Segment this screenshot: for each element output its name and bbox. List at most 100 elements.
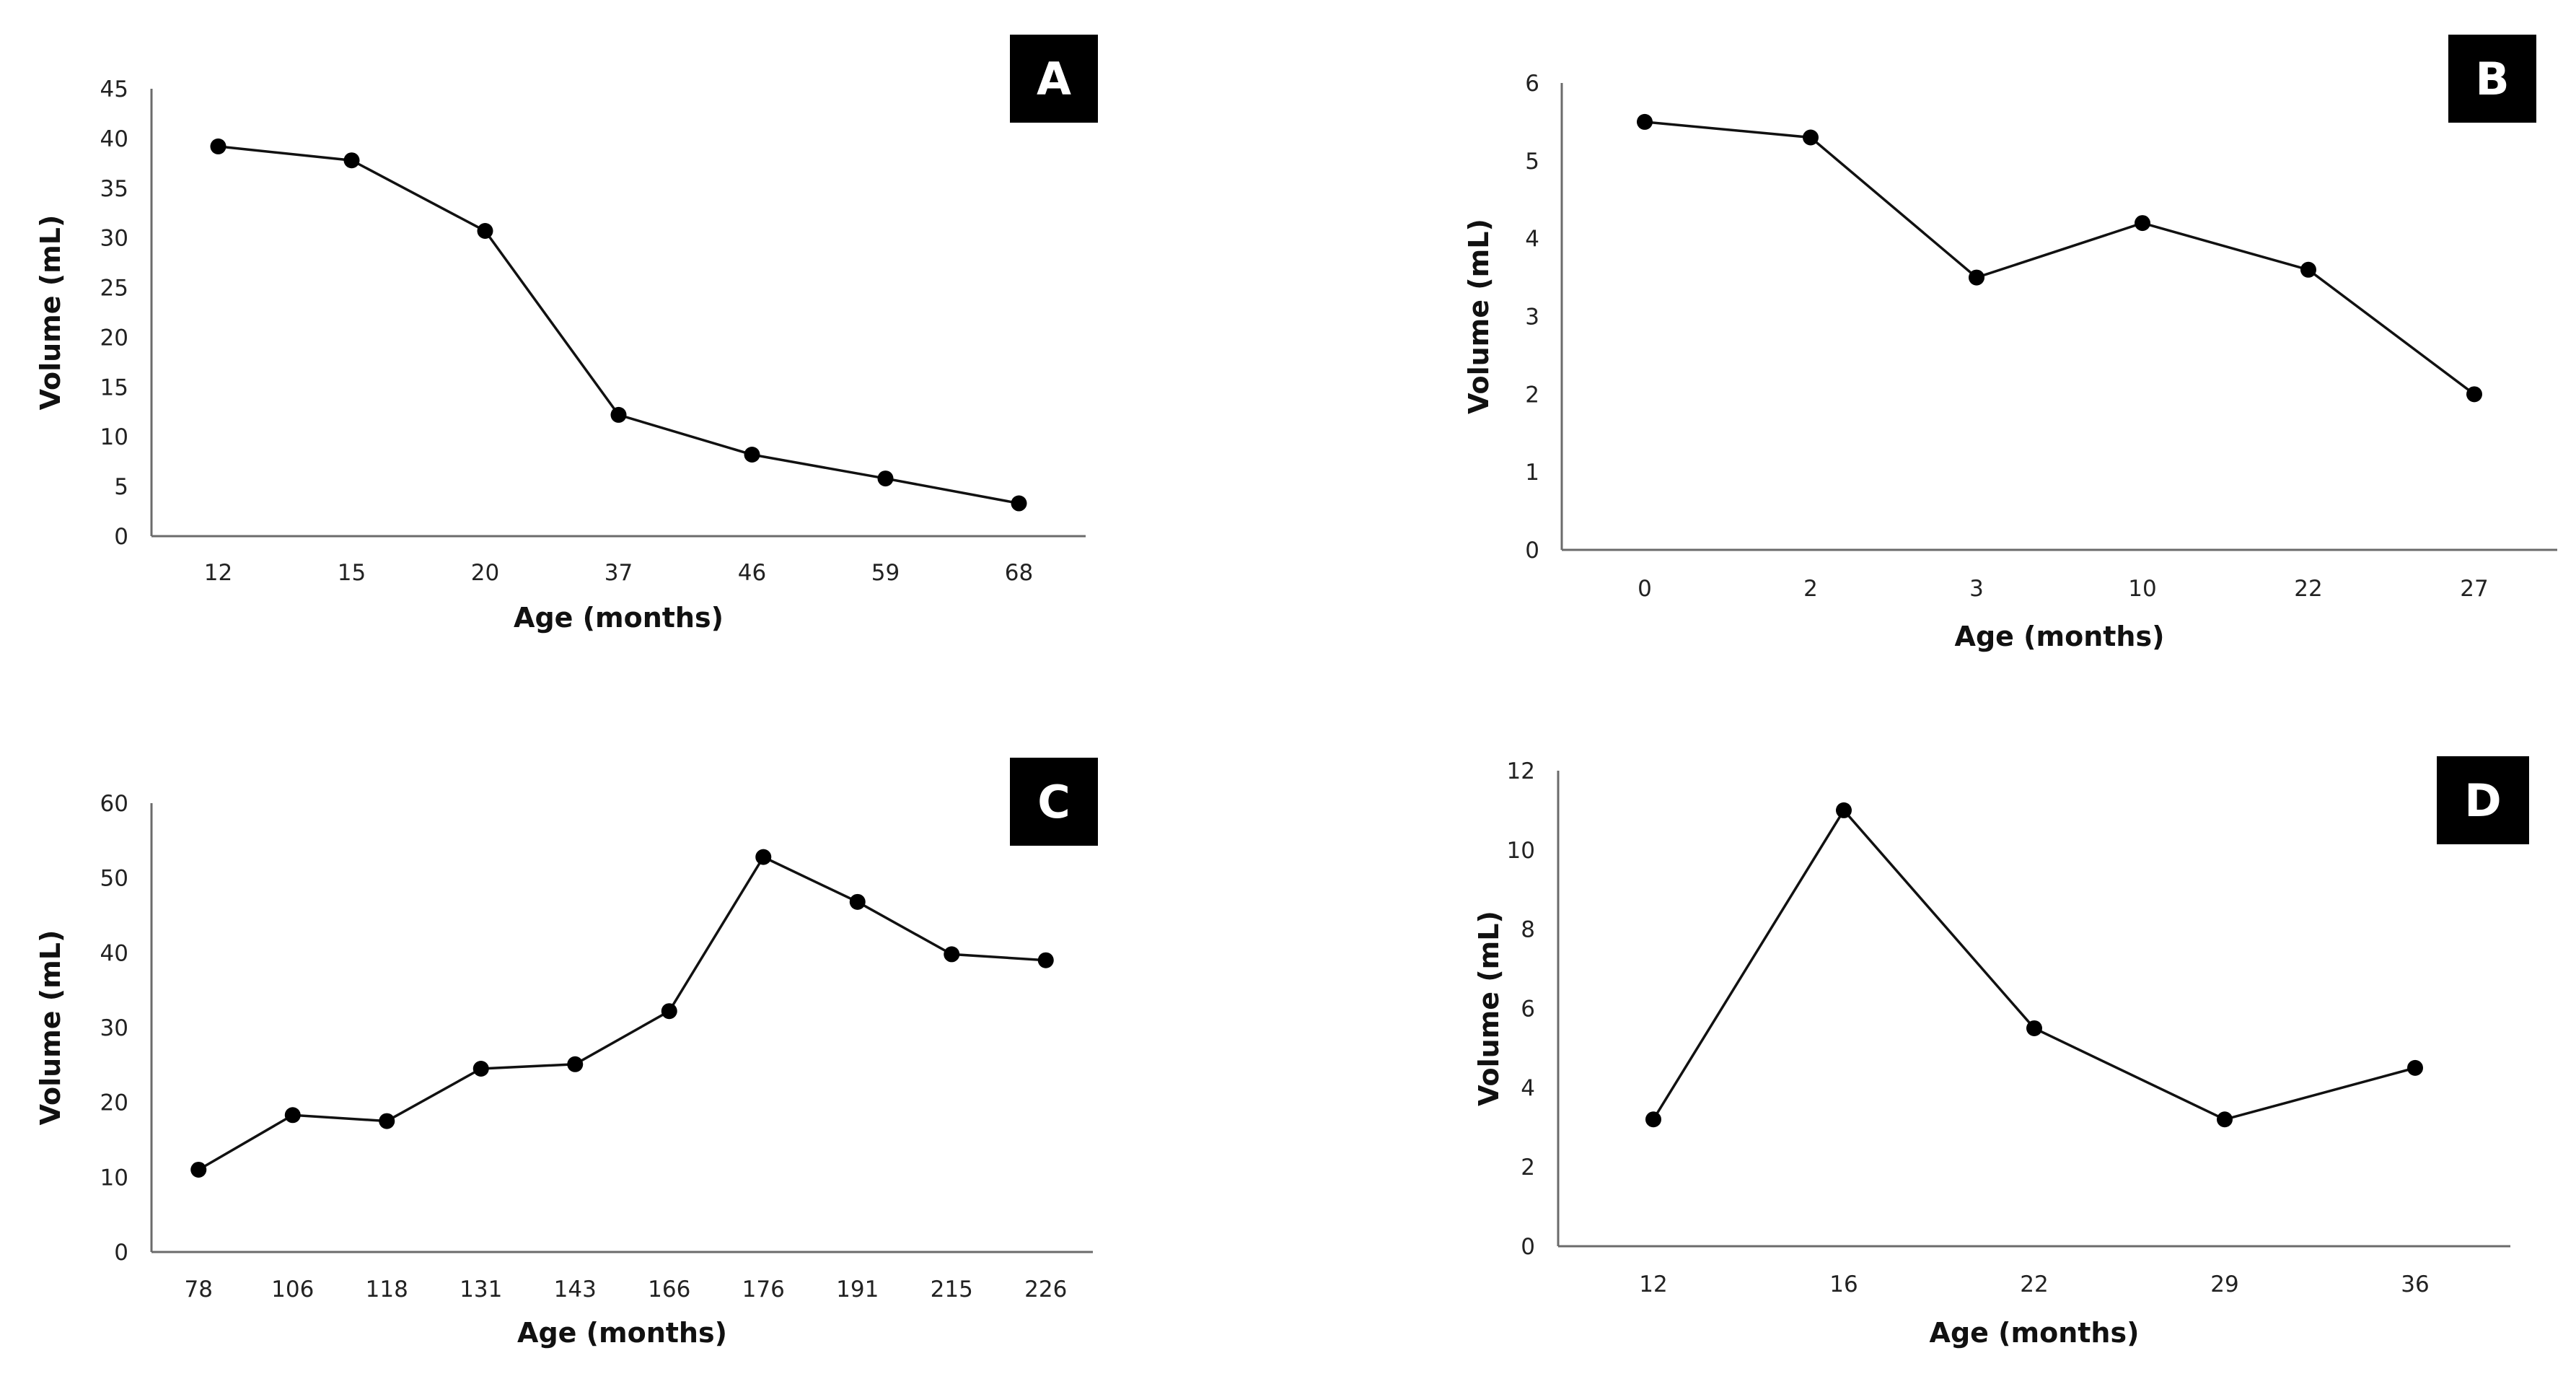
y-tick-label: 2 xyxy=(1525,382,1539,408)
panel-label: B xyxy=(2475,53,2509,105)
data-point xyxy=(2026,1020,2042,1036)
x-tick-label: 10 xyxy=(2128,576,2156,602)
data-point xyxy=(2407,1059,2423,1076)
x-tick-label: 2 xyxy=(1803,576,1818,602)
y-tick-label: 35 xyxy=(100,176,128,202)
x-tick-label: 36 xyxy=(2401,1271,2429,1297)
data-point xyxy=(1803,129,1819,146)
x-tick-label: 166 xyxy=(648,1277,690,1303)
y-tick-label: 6 xyxy=(1521,997,1535,1023)
panel-label-box xyxy=(2448,35,2536,123)
data-point xyxy=(477,223,493,240)
data-point xyxy=(2217,1111,2233,1128)
panel-label-box xyxy=(2437,756,2529,844)
x-tick-label: 118 xyxy=(366,1277,408,1303)
x-tick-label: 0 xyxy=(1638,576,1652,602)
y-tick-label: 30 xyxy=(100,1015,128,1041)
x-tick-label: 143 xyxy=(554,1277,597,1303)
y-axis-title: Volume (mL) xyxy=(1473,911,1505,1106)
panel-label-box xyxy=(1010,758,1098,846)
x-tick-label: 46 xyxy=(738,560,766,586)
data-point xyxy=(849,893,866,910)
y-tick-label: 8 xyxy=(1521,917,1535,943)
y-tick-label: 10 xyxy=(100,1165,128,1191)
x-tick-label: 68 xyxy=(1005,560,1033,586)
y-tick-label: 0 xyxy=(114,524,128,550)
data-point xyxy=(1637,113,1653,130)
y-tick-label: 4 xyxy=(1521,1075,1535,1101)
y-tick-label: 1 xyxy=(1525,460,1539,486)
panel-d: 0 2 4 6 8 10 12 12 16 22 29 36 Age (months) Volume (m… xyxy=(1473,756,2529,1349)
data-point xyxy=(1037,952,1054,968)
x-tick-label: 106 xyxy=(271,1277,314,1303)
data-point xyxy=(343,152,360,169)
x-axis-title: Age (months) xyxy=(1930,1317,2140,1349)
x-axis-title: Age (months) xyxy=(514,602,724,634)
panel-label: D xyxy=(2464,774,2501,827)
panel-label: C xyxy=(1037,776,1071,828)
y-tick-label: 12 xyxy=(1507,758,1535,784)
series-line xyxy=(1644,121,2476,395)
y-tick-label: 0 xyxy=(114,1240,128,1266)
y-tick-label: 3 xyxy=(1525,305,1539,330)
data-point xyxy=(744,447,760,463)
x-tick-label: 59 xyxy=(871,560,900,586)
x-tick-label: 29 xyxy=(2210,1271,2238,1297)
data-point xyxy=(2466,386,2482,403)
panel-label-box xyxy=(1010,35,1098,123)
panel-b: 0 1 2 3 4 5 6 0 2 3 10 22 27 Age (months) Volume (mL) B xyxy=(1463,35,2557,652)
x-tick-label: 22 xyxy=(2294,576,2322,602)
y-tick-label: 6 xyxy=(1525,71,1539,97)
data-point xyxy=(1645,1111,1661,1128)
y-tick-label: 0 xyxy=(1521,1234,1535,1260)
data-point xyxy=(661,1003,677,1020)
y-tick-label: 45 xyxy=(100,76,128,102)
panel-label: A xyxy=(1037,53,1071,105)
series-line xyxy=(1652,807,2416,1121)
x-tick-label: 215 xyxy=(931,1277,973,1303)
x-tick-label: 191 xyxy=(836,1277,879,1303)
x-tick-label: 78 xyxy=(185,1277,213,1303)
y-tick-label: 0 xyxy=(1525,538,1539,564)
y-tick-label: 4 xyxy=(1525,227,1539,253)
y-tick-label: 5 xyxy=(1525,149,1539,175)
y-tick-label: 50 xyxy=(100,866,128,892)
data-point xyxy=(2135,215,2150,232)
y-tick-label: 30 xyxy=(100,226,128,252)
y-tick-label: 60 xyxy=(100,791,128,817)
data-point xyxy=(210,138,227,154)
y-tick-label: 2 xyxy=(1521,1155,1535,1181)
x-tick-label: 12 xyxy=(1639,1271,1667,1297)
x-tick-label: 20 xyxy=(471,560,499,586)
y-tick-label: 40 xyxy=(100,940,128,966)
x-tick-label: 176 xyxy=(742,1277,785,1303)
x-axis-title: Age (months) xyxy=(1955,621,2165,652)
x-axis-title: Age (months) xyxy=(517,1317,727,1349)
y-tick-label: 40 xyxy=(100,126,128,152)
x-tick-label: 16 xyxy=(1829,1271,1858,1297)
data-point xyxy=(472,1061,489,1077)
series-line xyxy=(198,855,1046,1171)
data-point xyxy=(567,1056,584,1072)
y-tick-label: 10 xyxy=(1507,838,1535,864)
data-point xyxy=(2300,261,2316,278)
data-point xyxy=(1969,269,1984,286)
panel-c: 0 10 20 30 40 50 60 78 106 118 131 143 166 176 191 215 2… xyxy=(35,758,1098,1349)
x-tick-label: 226 xyxy=(1024,1277,1067,1303)
y-axis-title: Volume (mL) xyxy=(1463,219,1495,414)
data-point xyxy=(877,470,894,487)
data-point xyxy=(1011,495,1027,512)
y-tick-label: 10 xyxy=(100,424,128,450)
y-tick-label: 20 xyxy=(100,1090,128,1116)
x-tick-label: 131 xyxy=(460,1277,502,1303)
x-tick-label: 37 xyxy=(605,560,633,586)
y-axis-title: Volume (mL) xyxy=(35,930,66,1126)
y-tick-label: 20 xyxy=(100,325,128,351)
data-point xyxy=(1836,802,1852,818)
x-tick-label: 12 xyxy=(204,560,232,586)
data-point xyxy=(944,946,960,963)
x-tick-label: 27 xyxy=(2460,576,2488,602)
y-tick-label: 15 xyxy=(100,375,128,400)
y-tick-label: 25 xyxy=(100,276,128,302)
